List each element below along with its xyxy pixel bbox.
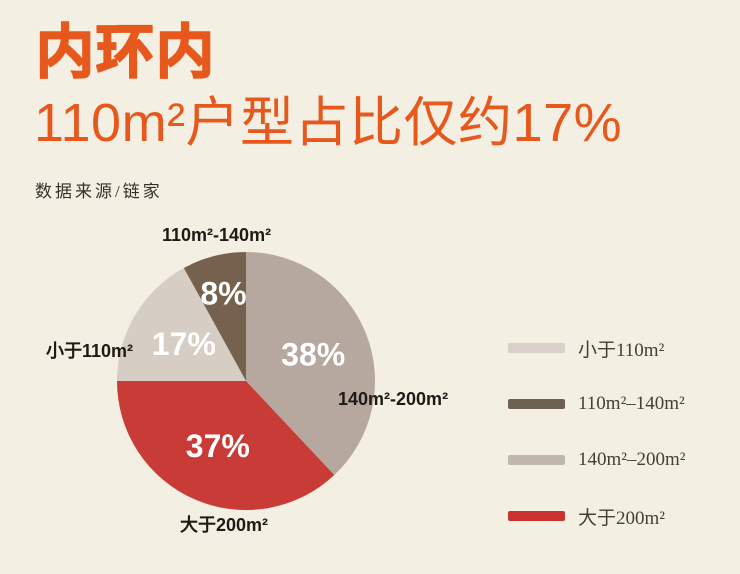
pie-slice-37pct [117,381,335,510]
legend-swatch-110-140 [508,399,565,409]
data-source-caption: 数据来源/链家 [35,182,163,201]
legend-item-110-140: 110m²–140m² [508,390,685,418]
legend: 小于110m² 110m²–140m² 140m²–200m² 大于200m² [508,334,685,530]
legend-label-110-140: 110m²–140m² [578,393,685,414]
pie-slice-8pct [183,252,246,381]
legend-label-over-200: 大于200m² [578,507,665,529]
legend-swatch-140-200 [508,455,565,465]
pie-percent-label-38pct: 38% [281,336,345,372]
legend-swatch-under-110 [508,343,565,353]
pie-slice-17pct [117,267,246,381]
legend-label-140-200: 140m²–200m² [578,449,686,470]
pie-percent-label-37pct: 37% [186,428,250,464]
page-subtitle: 110m²户型占比仅约17% [34,93,623,153]
slice-label-under-110: 小于110m² [46,341,134,361]
legend-item-140-200: 140m²–200m² [508,446,685,474]
pie-percent-label-17pct: 17% [152,326,216,362]
pie-percent-label-8pct: 8% [200,276,246,312]
pie-chart: 38% 37% 17% 8% [117,252,375,510]
slice-label-110-140: 110m²-140m² [162,225,272,245]
legend-label-under-110: 小于110m² [578,339,665,361]
legend-item-over-200: 大于200m² [508,502,685,530]
pie-slice-38pct [246,252,375,476]
legend-swatch-over-200 [508,511,565,521]
page-title: 内环内 [35,20,217,85]
legend-item-under-110: 小于110m² [508,334,685,362]
slice-label-over-200: 大于200m² [180,515,269,535]
slice-label-140-200: 140m²-200m² [338,389,449,409]
